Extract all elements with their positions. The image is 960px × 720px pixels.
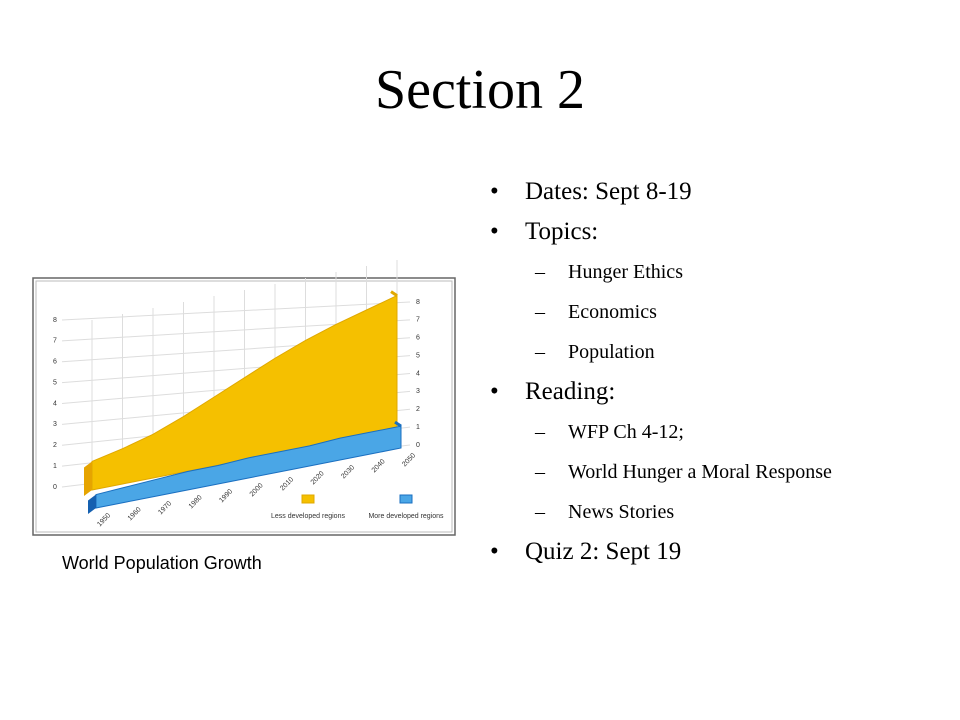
sub-bullet: WFP Ch 4-12; — [490, 412, 832, 452]
y-tick-label: 4 — [53, 400, 57, 407]
bullet: Quiz 2: Sept 19 — [490, 532, 832, 572]
y2-tick-label: 2 — [416, 406, 420, 413]
bullet: Dates: Sept 8-19 — [490, 172, 832, 212]
y2-tick-label: 8 — [416, 299, 420, 306]
y-tick-label: 2 — [53, 442, 57, 449]
y-tick-label: 6 — [53, 359, 57, 366]
grid-line — [61, 301, 411, 321]
y2-tick-label: 0 — [416, 442, 420, 449]
y2-tick-label: 6 — [416, 335, 420, 342]
area-top-edge — [390, 290, 398, 297]
bullet-list: Dates: Sept 8-19Topics:Hunger EthicsEcon… — [490, 172, 832, 572]
sub-bullet: News Stories — [490, 492, 832, 532]
slide-title: Section 2 — [375, 59, 585, 121]
y-tick-label: 7 — [53, 338, 57, 345]
legend-swatch — [399, 494, 413, 504]
sub-bullet: Hunger Ethics — [490, 252, 832, 292]
area-front-edge — [84, 461, 92, 496]
chart-frame-inner — [35, 280, 453, 533]
chart-caption: World Population Growth — [62, 553, 262, 573]
y-tick-label: 3 — [53, 421, 57, 428]
legend-swatch — [301, 494, 315, 504]
bullet: Topics: — [490, 212, 832, 252]
y-tick-label: 1 — [53, 463, 57, 470]
bullet: Reading: — [490, 372, 832, 412]
y-tick-label: 0 — [53, 484, 57, 491]
y2-tick-label: 3 — [416, 388, 420, 395]
sub-bullet: Economics — [490, 292, 832, 332]
y-tick-label: 8 — [53, 317, 57, 324]
area-front-edge — [88, 494, 96, 514]
y2-tick-label: 5 — [416, 352, 420, 359]
y-tick-label: 5 — [53, 379, 57, 386]
sub-bullet: World Hunger a Moral Response — [490, 452, 832, 492]
legend-label: More developed regions — [368, 513, 444, 520]
y2-tick-label: 4 — [416, 370, 420, 377]
y2-tick-label: 7 — [416, 317, 420, 324]
area — [95, 425, 402, 509]
sub-bullet: Population — [490, 332, 832, 372]
area-top-edge — [394, 420, 402, 428]
legend-label: Less developed regions — [271, 513, 345, 520]
y2-tick-label: 1 — [416, 424, 420, 431]
